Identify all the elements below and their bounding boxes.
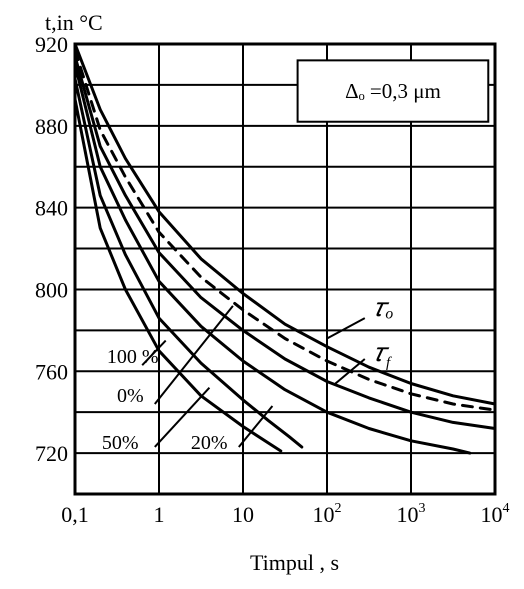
curve-label: 100 % xyxy=(107,346,159,368)
x-tick-label: 0,1 xyxy=(61,502,89,527)
x-axis-label: Timpul , s xyxy=(250,550,339,575)
curve-label: 0% xyxy=(117,385,144,407)
curve-label: 𝜏ₒ xyxy=(373,293,393,322)
x-tick-label: 10 xyxy=(232,502,254,527)
y-tick-label: 800 xyxy=(35,277,68,302)
y-tick-label: 840 xyxy=(35,196,68,221)
curve-label: 20% xyxy=(191,432,228,454)
annotation-text: Δₒ =0,3 μm xyxy=(345,79,441,103)
y-tick-label: 880 xyxy=(35,114,68,139)
curve-label: 50% xyxy=(102,432,139,454)
chart: Δₒ =0,3 μmt,in °C9208808408007607200,111… xyxy=(0,0,524,589)
y-tick-label: 720 xyxy=(35,441,68,466)
y-tick-label: 920 xyxy=(35,32,68,57)
y-tick-label: 760 xyxy=(35,359,68,384)
x-tick-label: 1 xyxy=(154,502,165,527)
